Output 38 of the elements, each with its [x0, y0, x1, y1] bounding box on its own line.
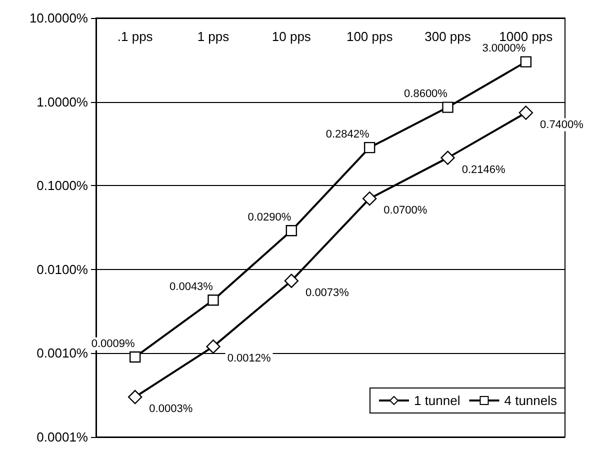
y-tick-label: 0.0010% [36, 346, 88, 361]
data-label: 0.0700% [384, 204, 428, 217]
point [364, 142, 376, 154]
legend-label: 1 tunnel [414, 393, 460, 408]
x-tick-label: 1000 pps [499, 29, 554, 44]
x-tick-label: 100 pps [346, 29, 394, 44]
y-tick-label: 1.0000% [36, 94, 88, 110]
data-label: 0.7400% [540, 118, 584, 131]
point [440, 150, 455, 165]
x-tick-label: .1 pps [117, 29, 154, 44]
y-tick-label: 0.0100% [36, 262, 88, 277]
data-label: 0.0009% [91, 338, 136, 350]
point [518, 106, 534, 120]
data-label: 0.0043% [170, 281, 214, 294]
data-label: 0.2842% [326, 128, 370, 140]
x-tick-label: 1 pps [197, 29, 230, 44]
data-label: 0.0290% [248, 212, 292, 224]
point [520, 56, 532, 68]
data-label: 0.0012% [227, 352, 271, 365]
data-label: 0.8600% [404, 88, 448, 100]
legend-label: 4 tunnels [504, 393, 558, 408]
y-tick-label: 0.1000% [36, 178, 88, 194]
point [284, 274, 299, 288]
x-tick-label: 300 pps [424, 29, 472, 44]
point [442, 102, 454, 113]
data-label: 0.0003% [149, 403, 193, 416]
data-label: 0.0073% [306, 286, 350, 299]
point [362, 191, 377, 206]
point [286, 225, 298, 236]
point [208, 294, 219, 306]
point [206, 339, 220, 354]
point [128, 390, 142, 404]
y-tick-label: 0.0001% [36, 430, 88, 444]
data-label: 3.0000% [482, 42, 526, 55]
y-tick-label: 10.0000% [29, 10, 88, 26]
x-tick-label: 10 pps [272, 29, 312, 44]
data-label: 0.2146% [462, 164, 506, 176]
point [129, 351, 141, 363]
